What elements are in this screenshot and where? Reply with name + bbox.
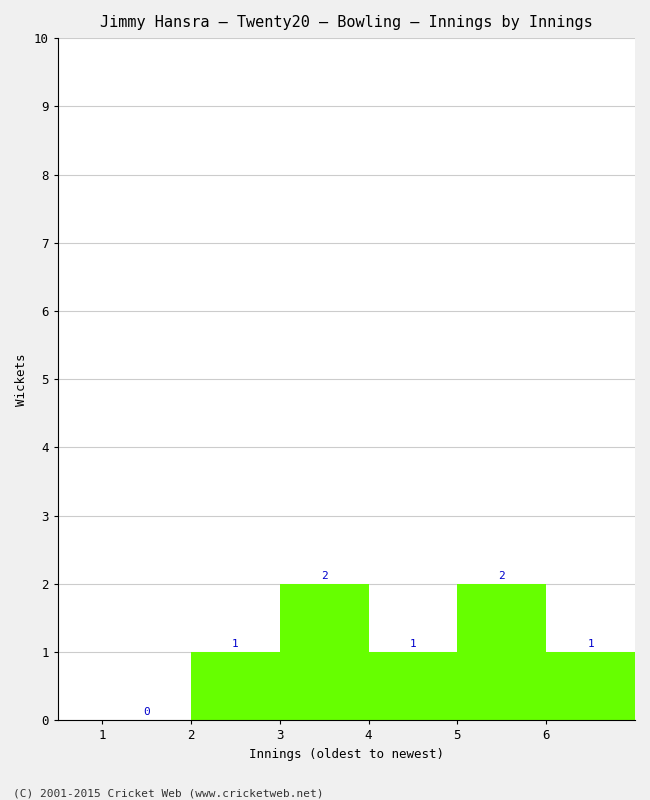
Text: 1: 1 (587, 638, 594, 649)
Bar (546, 652, 635, 721)
Y-axis label: Wickets: Wickets (15, 353, 28, 406)
Bar (369, 652, 458, 721)
Text: 1: 1 (410, 638, 416, 649)
X-axis label: Innings (oldest to newest): Innings (oldest to newest) (249, 748, 444, 761)
Text: 0: 0 (143, 707, 150, 717)
Text: 1: 1 (232, 638, 239, 649)
Bar (191, 652, 280, 721)
Text: 2: 2 (499, 570, 505, 581)
Bar (458, 584, 546, 721)
Bar (280, 584, 369, 721)
Text: (C) 2001-2015 Cricket Web (www.cricketweb.net): (C) 2001-2015 Cricket Web (www.cricketwe… (13, 788, 324, 798)
Text: 2: 2 (320, 570, 328, 581)
Title: Jimmy Hansra – Twenty20 – Bowling – Innings by Innings: Jimmy Hansra – Twenty20 – Bowling – Inni… (100, 15, 593, 30)
